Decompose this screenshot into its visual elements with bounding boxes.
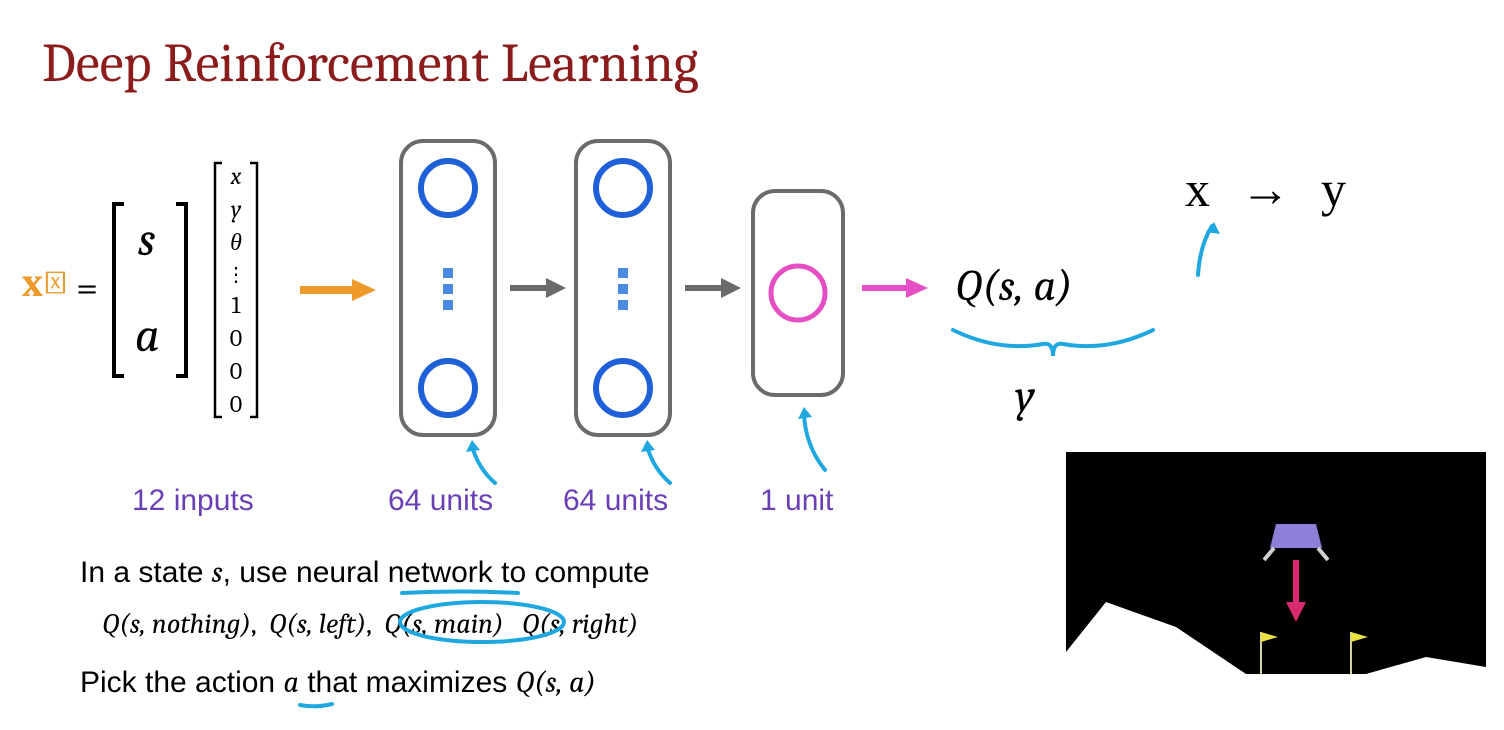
hidden-layer-1	[398, 138, 498, 438]
output-layer	[750, 188, 846, 398]
hw-curve-to-x	[1190, 220, 1230, 280]
hw-arrow: →	[1241, 161, 1291, 217]
s-label: s	[138, 212, 155, 267]
state-item: θ	[230, 228, 242, 257]
lunar-lander-inset	[1066, 452, 1486, 706]
exp3-qsa: Q(s, a)	[516, 665, 596, 700]
arrow-layer2-to-output	[685, 275, 743, 301]
arrow-output-to-q	[862, 275, 930, 301]
x-vector-symbol: x⃗	[22, 260, 68, 306]
explanation-line1: In a state s, use neural network to comp…	[80, 555, 650, 590]
state-item: 0	[230, 390, 242, 418]
handwritten-xy: x → y	[1185, 160, 1346, 218]
underline-a	[298, 700, 334, 710]
inputs-label: 12 inputs	[132, 484, 254, 518]
arrow-input-to-layer1	[300, 275, 378, 305]
exp1-part0: In a state	[80, 556, 212, 589]
slide-title: Deep Reinforcement Learning	[42, 32, 699, 95]
hw-y: y	[1321, 161, 1346, 217]
state-item: 1	[232, 291, 241, 319]
curve-arrow-l1	[460, 438, 510, 488]
hw-x: x	[1185, 161, 1210, 217]
circle-q-main	[395, 598, 570, 646]
state-item: y	[231, 195, 241, 223]
y-output-label: y	[1015, 370, 1035, 423]
state-vector-items: x y θ ⋮ 1 0 0 0	[212, 160, 260, 420]
layer1-units-label: 64 units	[388, 484, 493, 518]
q-function-label: Q(s, a)	[955, 260, 1072, 311]
underline-network	[400, 588, 520, 598]
x-arrow-label: x⃗	[22, 260, 68, 306]
state-item: x	[231, 162, 242, 190]
arrow-layer1-to-layer2	[510, 275, 568, 301]
curve-arrow-l3	[790, 405, 840, 475]
hidden-layer-2	[573, 138, 673, 438]
brace-under-q	[948, 322, 1158, 362]
curve-arrow-l2	[635, 438, 685, 488]
exp3-part2: that maximizes	[299, 666, 516, 699]
exp3-a: a	[283, 665, 298, 700]
exp3-part0: Pick the action	[80, 666, 283, 699]
state-item: 0	[230, 324, 242, 352]
state-item: ⋮	[226, 262, 246, 286]
exp1-part2: , use neural network to compute	[223, 556, 650, 589]
layer2-units-label: 64 units	[563, 484, 668, 518]
output-units-label: 1 unit	[760, 484, 833, 518]
state-item: 0	[230, 357, 242, 385]
explanation-line3: Pick the action a that maximizes Q(s, a)	[80, 665, 596, 700]
a-label: a	[135, 308, 160, 363]
q-nothing: Q(s, nothing)	[102, 608, 251, 640]
q-left: Q(s, left)	[269, 608, 366, 640]
equals-sign: =	[76, 265, 98, 311]
exp1-s: s	[212, 555, 223, 590]
